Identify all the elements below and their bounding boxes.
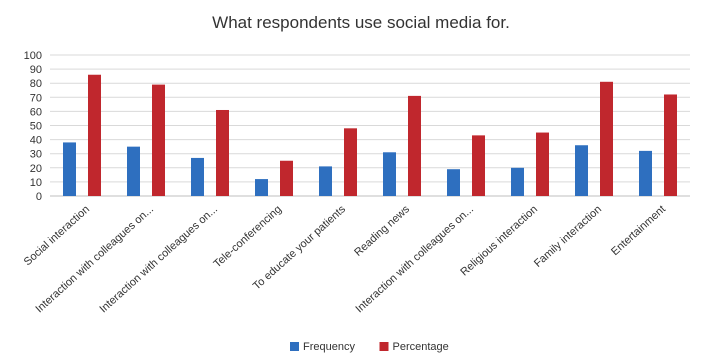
x-tick-label: Interaction with colleagues on... (33, 203, 156, 315)
bar-percentage (88, 74, 101, 196)
bar-frequency (639, 150, 652, 196)
y-tick-label: 20 (30, 163, 42, 175)
bar-frequency (127, 146, 140, 196)
bar-frequency (191, 157, 204, 196)
legend: Frequency Percentage (290, 341, 449, 353)
x-tick-label: Tele-conferencing (211, 203, 284, 270)
bar-percentage (152, 84, 165, 196)
chart-title: What respondents use social media for. (212, 13, 510, 32)
x-tick-label: Entertainment (609, 203, 668, 258)
bar-frequency (383, 152, 396, 196)
bar-percentage (408, 95, 421, 196)
bar-percentage (472, 135, 485, 196)
legend-swatch (379, 342, 389, 351)
bar-frequency (447, 169, 460, 196)
y-tick-label: 90 (30, 64, 42, 76)
x-tick-label: Family interaction (532, 203, 604, 270)
bars (63, 74, 677, 196)
bar-frequency (511, 167, 524, 196)
x-tick-label: Reading news (352, 203, 412, 259)
y-tick-label: 80 (30, 78, 42, 90)
y-tick-label: 50 (30, 121, 42, 133)
x-tick-label: Interaction with colleagues on... (97, 203, 220, 315)
legend-swatch (290, 342, 299, 351)
bar-percentage (600, 81, 613, 196)
x-tick-label: Social interaction (22, 203, 92, 268)
gridlines (50, 54, 690, 197)
bar-frequency (63, 142, 76, 196)
y-tick-label: 60 (30, 106, 42, 118)
y-tick-label: 100 (24, 50, 42, 62)
bar-percentage (536, 132, 549, 196)
y-tick-label: 70 (30, 92, 42, 104)
y-axis-ticks: 0 10 20 30 40 50 60 70 80 90 100 (24, 50, 42, 203)
bar-percentage (344, 128, 357, 196)
y-tick-label: 30 (30, 149, 42, 161)
legend-label: Frequency (303, 341, 355, 353)
bar-percentage (664, 94, 677, 196)
legend-label: Percentage (393, 341, 449, 353)
x-tick-label: Interaction with colleagues on... (353, 203, 476, 315)
bar-frequency (255, 179, 268, 196)
y-tick-label: 40 (30, 135, 42, 147)
bar-frequency (319, 166, 332, 196)
bar-percentage (216, 109, 229, 196)
bar-percentage (280, 160, 293, 196)
y-tick-label: 10 (30, 177, 42, 189)
y-tick-label: 0 (36, 191, 42, 203)
bar-frequency (575, 145, 588, 196)
